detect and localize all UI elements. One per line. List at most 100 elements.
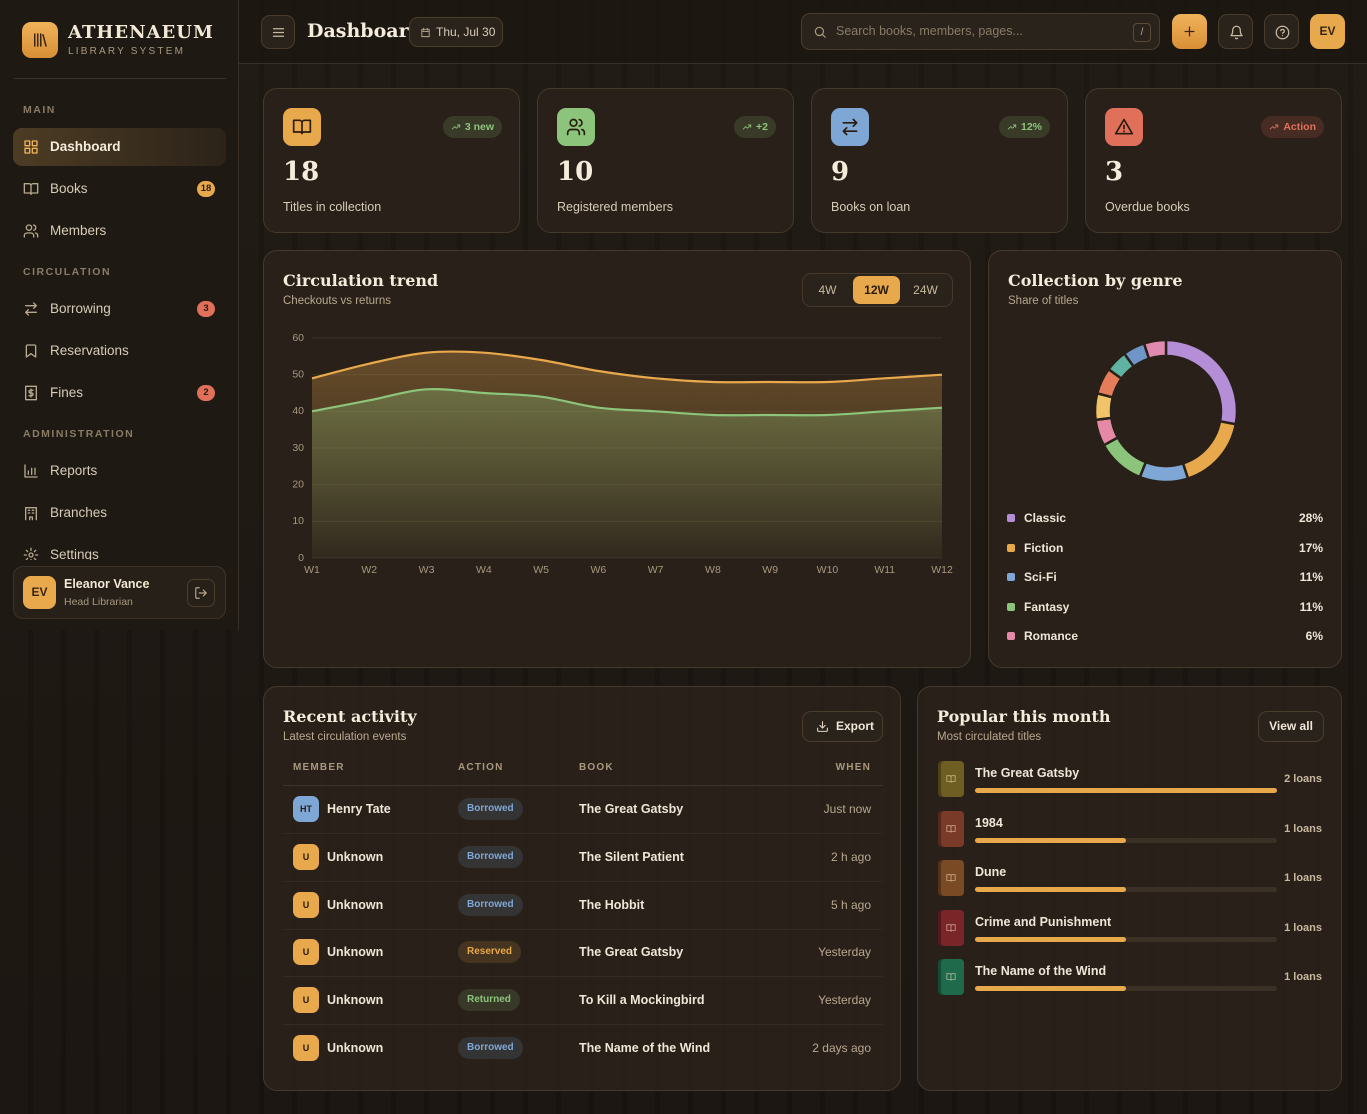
icon <box>946 824 956 833</box>
button-label: Export <box>836 719 875 733</box>
range-button[interactable]: 12W <box>853 276 900 304</box>
icon-shape <box>946 775 956 783</box>
icon <box>946 923 956 932</box>
search-shortcut: / <box>1133 23 1151 42</box>
menu-button[interactable] <box>261 15 295 49</box>
book-title: 1984 <box>975 815 1003 830</box>
add-button[interactable] <box>1172 14 1207 49</box>
range-button[interactable]: 24W <box>913 283 938 297</box>
activity-card: Recent activity Latest circulation events… <box>263 686 901 1091</box>
divider <box>14 78 226 79</box>
y-tick-label: 30 <box>292 442 304 454</box>
icon-shape <box>946 874 956 882</box>
search-box[interactable]: Search books, members, pages... / <box>801 13 1160 50</box>
x-tick-label: W12 <box>931 564 953 576</box>
y-tick-label: 20 <box>292 478 304 490</box>
book-title: Dune <box>975 865 1007 879</box>
nav-item[interactable]: Branches <box>13 494 226 532</box>
bar-track <box>975 936 1277 942</box>
help-button[interactable] <box>1264 14 1299 49</box>
legend-value: 11% <box>1299 570 1323 584</box>
row-rule <box>283 976 883 978</box>
stat-trend-text: 3 new <box>464 121 494 133</box>
nav-item[interactable]: Members <box>13 212 226 250</box>
icon-shape <box>195 587 207 599</box>
range-button[interactable]: 4W <box>818 283 837 297</box>
stat-icon <box>1105 108 1143 146</box>
nav-item[interactable]: Books 18 <box>13 170 226 208</box>
y-tick-label: 0 <box>298 552 304 564</box>
icon-shape <box>34 33 47 47</box>
member-avatar: U <box>293 891 319 918</box>
icon <box>1230 25 1243 40</box>
stat-label: Titles in collection <box>283 200 382 214</box>
stat-card: Action 3 Overdue books <box>1085 88 1342 233</box>
nav-item[interactable]: Reservations <box>13 332 226 370</box>
nav-item[interactable]: Borrowing 3 <box>13 290 226 328</box>
chart-card: Collection by genre Share of titles Classi… <box>988 250 1342 668</box>
row-rule <box>283 833 883 834</box>
icon-shape <box>23 547 39 560</box>
icon-shape <box>292 119 312 135</box>
nav-label: Fines <box>50 385 84 400</box>
x-tick-label: W1 <box>304 564 320 576</box>
popular-card: Popular this month Most circulated titles… <box>917 686 1342 1091</box>
icon-shape <box>1275 25 1290 40</box>
stat-value: 3 <box>1105 157 1124 187</box>
legend-value: 6% <box>1305 629 1323 643</box>
y-tick-label: 10 <box>292 515 304 527</box>
member-name: Unknown <box>327 849 384 864</box>
icon-shape <box>24 464 38 478</box>
nav-item[interactable]: Dashboard <box>13 128 226 166</box>
icon-shape <box>742 124 752 130</box>
nav-item[interactable]: Fines 2 <box>13 374 226 412</box>
book-title: The Great Gatsby <box>579 945 684 960</box>
icon-shape <box>1007 124 1017 130</box>
x-tick-label: W2 <box>361 564 377 576</box>
icon <box>946 973 956 981</box>
stat-card: 3 new 18 Titles in collection <box>263 88 520 233</box>
event-time: 2 h ago <box>830 849 871 864</box>
nav-label: Settings <box>50 547 99 560</box>
line <box>311 387 943 417</box>
nav-badge: 3 <box>197 301 215 317</box>
column-header: BOOK <box>579 762 614 773</box>
date-pill: Thu, Jul 30 <box>409 17 503 47</box>
loan-count: 1 loans <box>1284 971 1322 983</box>
row-rule <box>283 928 883 930</box>
logo <box>22 22 58 58</box>
icon-shape <box>1270 124 1279 130</box>
card-subtitle: Latest circulation events <box>283 731 407 743</box>
event-time: 2 days ago <box>812 1041 871 1055</box>
bar-track <box>975 986 1277 991</box>
bar-track <box>975 887 1277 892</box>
action-badge: Borrowed <box>458 798 523 820</box>
donut-chart <box>1093 338 1239 484</box>
icon-shape <box>451 124 460 130</box>
legend-dot <box>1007 514 1015 522</box>
row-rule <box>283 880 883 882</box>
book-title: The Great Gatsby <box>975 766 1080 780</box>
nav-item[interactable]: Reports <box>13 452 226 490</box>
logout-button[interactable] <box>187 579 215 607</box>
member-name: Unknown <box>327 1041 384 1055</box>
notifications-button[interactable] <box>1218 14 1253 49</box>
nav-label: Reports <box>50 463 98 478</box>
x-tick-label: W11 <box>874 564 895 576</box>
view-all-button[interactable]: View all <box>1258 711 1324 742</box>
export-button[interactable]: Export <box>802 711 883 742</box>
loan-bar <box>975 986 1126 991</box>
nav-item[interactable]: Settings <box>13 536 226 560</box>
stat-value: 9 <box>831 157 850 187</box>
icon-shape <box>272 28 285 37</box>
icon <box>1007 124 1017 130</box>
legend-label: Classic <box>1024 511 1067 525</box>
book-title: The Hobbit <box>579 897 645 912</box>
x-tick-label: W7 <box>648 564 664 576</box>
icon <box>566 118 586 136</box>
event-time: Yesterday <box>818 993 871 1008</box>
x-tick-label: W4 <box>476 564 492 576</box>
header-avatar[interactable]: EV <box>1310 14 1345 49</box>
nav-badge: 18 <box>197 181 215 197</box>
icon-shape <box>1230 25 1243 40</box>
